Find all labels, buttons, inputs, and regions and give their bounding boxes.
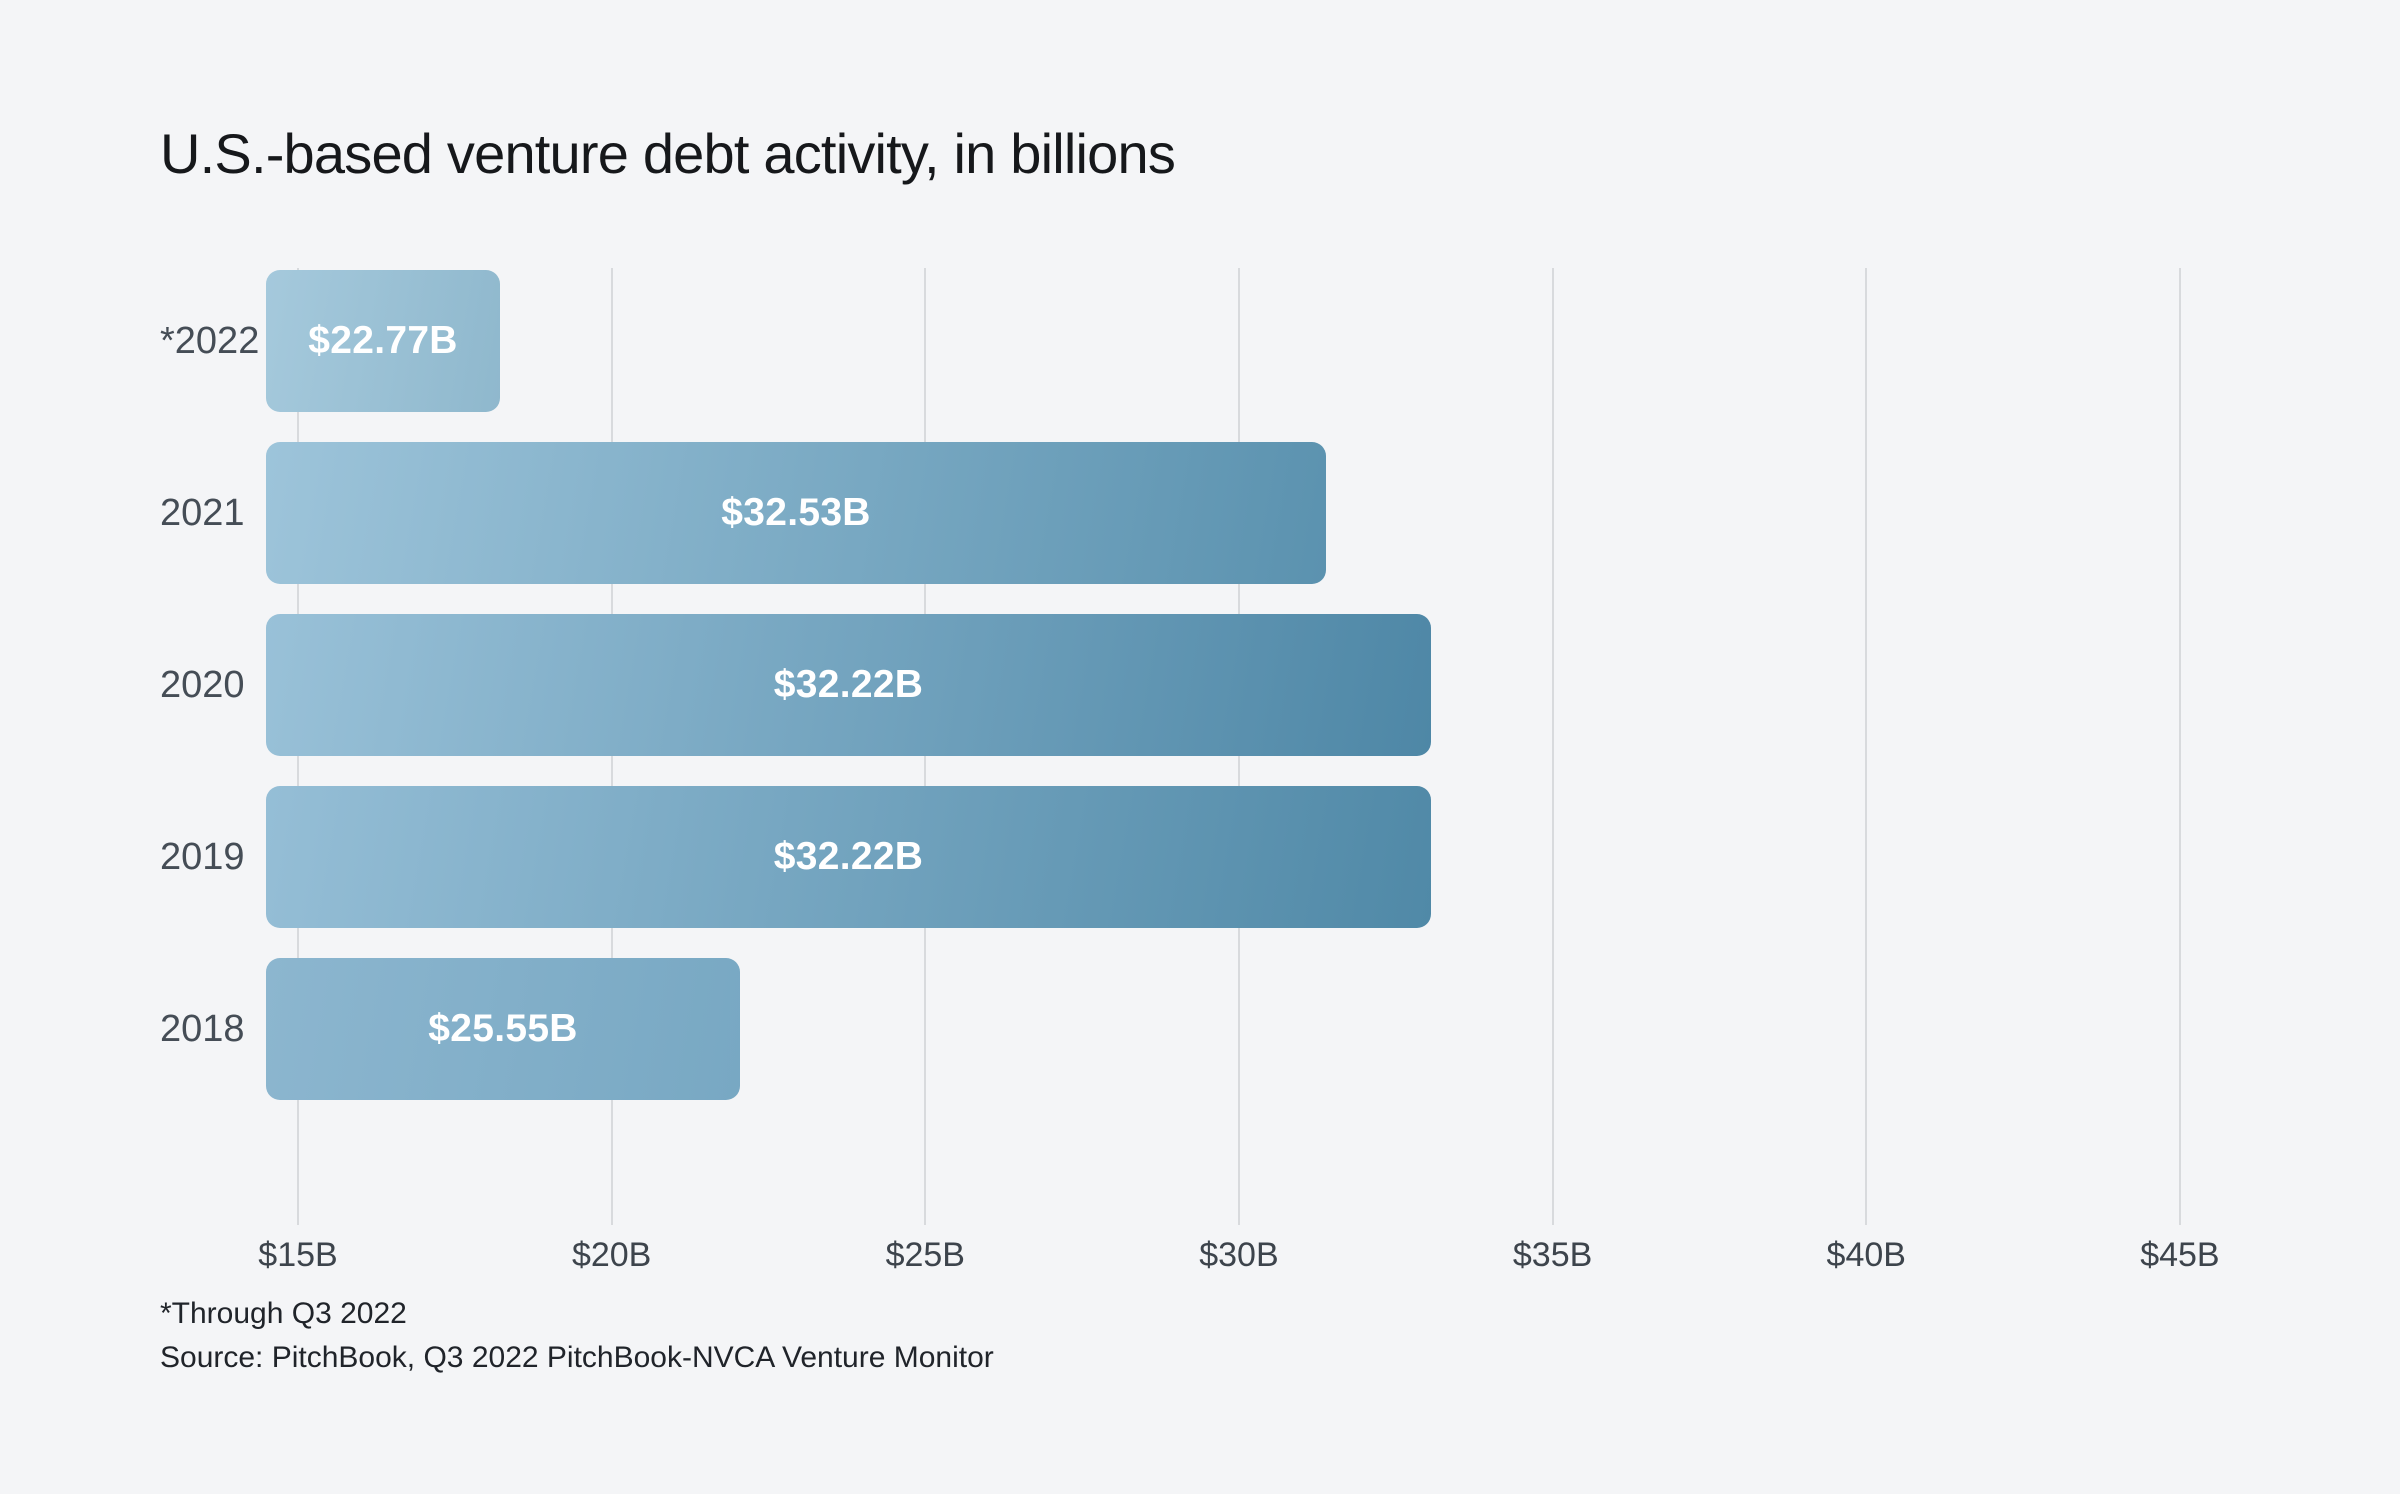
bar-2018: $25.55B bbox=[266, 958, 740, 1100]
year-label-2021: 2021 bbox=[160, 491, 245, 534]
gridline-40b bbox=[1865, 268, 1868, 1225]
bar-value-label-2022: $22.77B bbox=[308, 319, 458, 362]
bar-2019: $32.22B bbox=[266, 786, 1431, 928]
bar-2021: $32.53B bbox=[266, 442, 1326, 584]
footnote-through-q3: *Through Q3 2022 bbox=[160, 1297, 407, 1330]
footnote-source: Source: PitchBook, Q3 2022 PitchBook-NVC… bbox=[160, 1341, 994, 1374]
bar-value-label-2020: $32.22B bbox=[773, 663, 924, 706]
bar-value-label-2018: $25.55B bbox=[428, 1007, 578, 1050]
x-tick-label-45b: $45B bbox=[2140, 1236, 2220, 1274]
bar-2022: $22.77B bbox=[266, 270, 500, 412]
x-tick-label-20b: $20B bbox=[571, 1236, 652, 1274]
gridline-45b bbox=[2178, 268, 2181, 1225]
x-tick-label-15b: $15B bbox=[258, 1236, 338, 1274]
year-label-2022: *2022 bbox=[160, 319, 260, 362]
x-tick-label-35b: $35B bbox=[1512, 1236, 1593, 1274]
x-tick-label-30b: $30B bbox=[1199, 1236, 1279, 1274]
year-label-2020: 2020 bbox=[160, 663, 245, 706]
bar-value-label-2019: $32.22B bbox=[773, 835, 924, 878]
gridline-35b bbox=[1551, 268, 1554, 1225]
year-label-2019: 2019 bbox=[160, 835, 245, 878]
year-label-2018: 2018 bbox=[160, 1007, 245, 1050]
chart-title: U.S.-based venture debt activity, in bil… bbox=[160, 122, 1176, 185]
bar-value-label-2021: $32.53B bbox=[721, 491, 871, 534]
x-tick-label-40b: $40B bbox=[1826, 1236, 1906, 1274]
x-tick-label-25b: $25B bbox=[885, 1236, 965, 1274]
bar-2020: $32.22B bbox=[266, 614, 1431, 756]
